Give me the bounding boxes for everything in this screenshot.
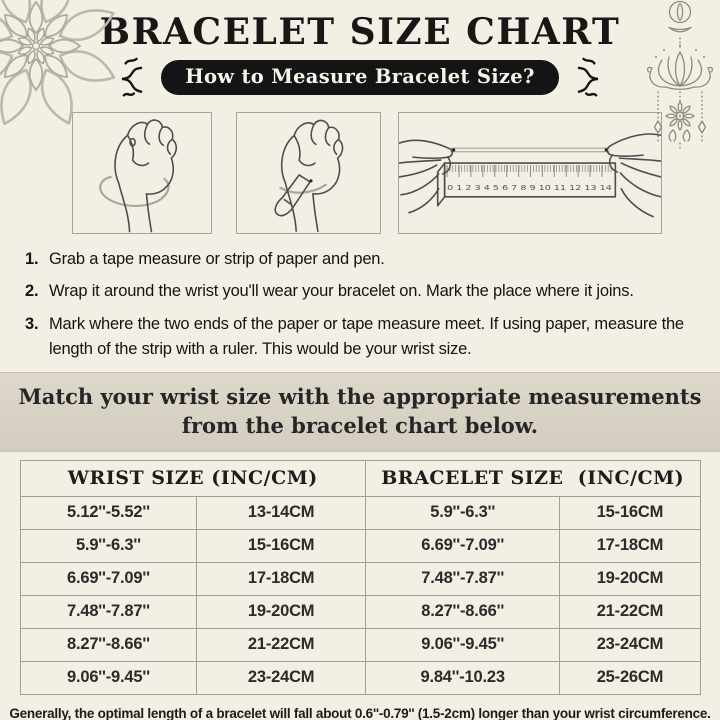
step-number: 2. [25, 282, 39, 301]
left-hand [399, 139, 454, 214]
step-1: 1. Grab a tape measure or strip of paper… [25, 247, 696, 273]
bracelet-inches: 7.48''-7.87'' [364, 561, 561, 596]
wrist-inches: 6.69''-7.09'' [19, 561, 198, 596]
bracelet-inches: 9.06''-9.45'' [364, 627, 561, 662]
bracelet-cm: 17-18CM [559, 528, 701, 563]
page-title: BRACELET SIZE CHART [99, 11, 621, 53]
bracelet-size-header: BRACELET SIZE (INC/CM) [364, 459, 701, 497]
table-row: 9.06''-9.45'' 23-24CM 9.84''-10.23 25-26… [19, 660, 701, 695]
flourish-right-icon [577, 57, 598, 97]
illustration-mark-pen [236, 111, 381, 234]
step-3: 3. Mark where the two ends of the paper … [25, 312, 696, 363]
wrist-cm: 17-18CM [196, 561, 366, 596]
lotus-ornament-icon [646, 0, 714, 150]
fist-with-pen-icon [274, 119, 344, 232]
step-number: 3. [25, 314, 39, 333]
wrist-inches: 5.9''-6.3'' [19, 528, 198, 563]
wrist-cm: 15-16CM [196, 528, 366, 563]
table-header-row: WRIST SIZE (INC/CM) BRACELET SIZE (INC/C… [19, 459, 701, 497]
footnote: Generally, the optimal length of a brace… [9, 705, 711, 720]
illustration-wrap-tape [72, 111, 212, 234]
subtitle-row: How to Measure Bracelet Size? [0, 57, 720, 97]
right-hand [606, 132, 661, 218]
bracelet-cm: 19-20CM [559, 561, 701, 596]
wrist-size-header: WRIST SIZE (INC/CM) [19, 459, 366, 497]
bracelet-cm: 25-26CM [559, 660, 701, 695]
table-row: 8.27''-8.66'' 21-22CM 9.06''-9.45'' 23-2… [19, 627, 701, 662]
fist-with-tape-icon [99, 118, 178, 232]
illustration-row: 0 1 2 3 4 5 6 7 8 9 10 11 12 13 14 [72, 111, 720, 234]
step-2: 2. Wrap it around the wrist you'll wear … [25, 279, 696, 305]
wrist-cm: 13-14CM [196, 495, 366, 530]
table-row: 6.69''-7.09'' 17-18CM 7.48''-7.87'' 19-2… [19, 561, 701, 596]
illustration-measure-ruler: 0 1 2 3 4 5 6 7 8 9 10 11 12 13 14 [398, 111, 662, 234]
ruler-numbers: 0 1 2 3 4 5 6 7 8 9 10 11 12 13 14 [447, 183, 613, 191]
wrist-inches: 5.12''-5.52'' [19, 495, 198, 530]
bracelet-inches: 8.27''-8.66'' [364, 594, 561, 629]
table-row: 5.12''-5.52'' 13-14CM 5.9''-6.3'' 15-16C… [19, 495, 701, 530]
bracelet-cm: 23-24CM [559, 627, 701, 662]
wrist-inches: 8.27''-8.66'' [19, 627, 198, 662]
size-chart-table: WRIST SIZE (INC/CM) BRACELET SIZE (INC/C… [19, 459, 701, 695]
bracelet-inches: 5.9''-6.3'' [364, 495, 561, 530]
flourish-left-icon [122, 57, 143, 97]
wrist-cm: 23-24CM [196, 660, 366, 695]
wrist-inches: 7.48''-7.87'' [19, 594, 198, 629]
bracelet-inches: 6.69''-7.09'' [364, 528, 561, 563]
banner-line-1: Match your wrist size with the appropria… [18, 383, 702, 409]
step-text: Wrap it around the wrist you'll wear you… [49, 282, 634, 301]
subtitle-pill: How to Measure Bracelet Size? [161, 60, 559, 96]
instruction-steps: 1. Grab a tape measure or strip of paper… [25, 247, 696, 363]
table-row: 5.9''-6.3'' 15-16CM 6.69''-7.09'' 17-18C… [19, 528, 701, 563]
mandala-flower-icon [0, 0, 120, 130]
step-number: 1. [25, 249, 39, 268]
banner-line-2: from the bracelet chart below. [181, 413, 539, 439]
bracelet-cm: 15-16CM [559, 495, 701, 530]
step-text: Mark where the two ends of the paper or … [49, 314, 684, 359]
table-row: 7.48''-7.87'' 19-20CM 8.27''-8.66'' 21-2… [19, 594, 701, 629]
wrist-cm: 19-20CM [196, 594, 366, 629]
wrist-inches: 9.06''-9.45'' [19, 660, 198, 695]
wrist-cm: 21-22CM [196, 627, 366, 662]
step-text: Grab a tape measure or strip of paper an… [49, 249, 385, 268]
hands-with-ruler-icon: 0 1 2 3 4 5 6 7 8 9 10 11 12 13 14 [399, 132, 661, 218]
bracelet-cm: 21-22CM [559, 594, 701, 629]
match-banner: Match your wrist size with the appropria… [0, 371, 720, 452]
bracelet-inches: 9.84''-10.23 [364, 660, 561, 695]
